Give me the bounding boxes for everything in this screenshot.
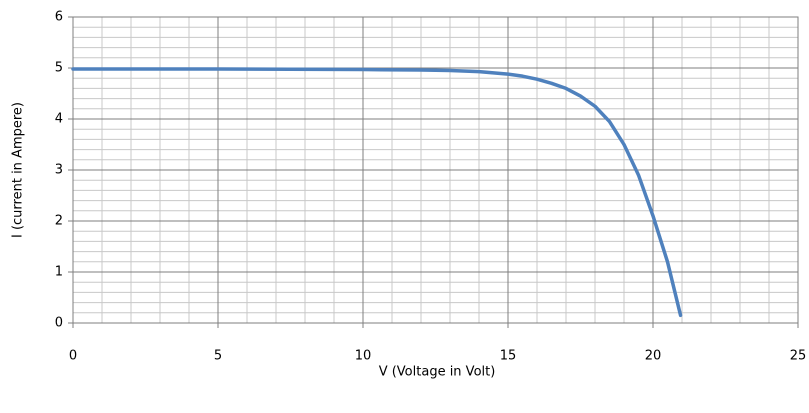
x-axis-label: V (Voltage in Volt) bbox=[379, 365, 496, 380]
y-tick-label: 0 bbox=[55, 316, 63, 331]
plot-border bbox=[72, 16, 799, 324]
y-tick-label: 4 bbox=[55, 112, 63, 127]
x-tick-label: 25 bbox=[790, 349, 807, 364]
x-tick-label: 10 bbox=[355, 349, 372, 364]
y-tick-label: 1 bbox=[55, 265, 63, 280]
y-tick-label: 2 bbox=[55, 214, 63, 229]
x-tick-label: 15 bbox=[500, 349, 517, 364]
x-tick-label: 20 bbox=[645, 349, 662, 364]
y-tick-label: 6 bbox=[55, 10, 63, 25]
y-tick-label: 3 bbox=[55, 163, 63, 178]
y-tick-label: 5 bbox=[55, 61, 63, 76]
x-tick-label: 0 bbox=[69, 349, 77, 364]
x-tick-label: 5 bbox=[214, 349, 222, 364]
line-series bbox=[71, 67, 683, 318]
y-axis-label: I (current in Ampere) bbox=[11, 102, 26, 238]
